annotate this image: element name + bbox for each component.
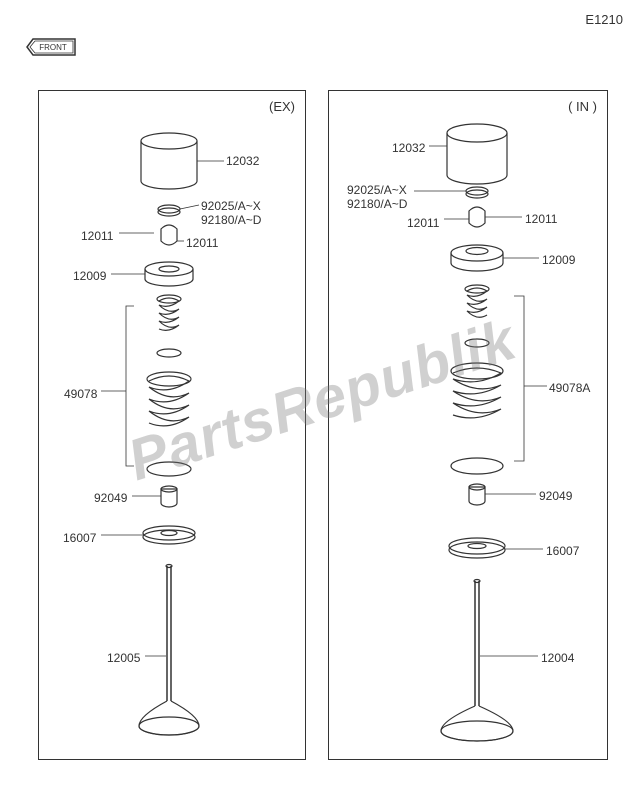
diagram-ex <box>39 91 307 761</box>
front-badge: FRONT <box>25 35 80 63</box>
panel-in: ( IN ) <box>328 90 608 760</box>
label-in-16007: 16007 <box>546 544 579 558</box>
panel-ex: (EX) <box>38 90 306 760</box>
label-ex-12011b: 12011 <box>186 236 218 250</box>
label-ex-92025: 92025/A~X <box>201 199 261 213</box>
label-ex-92180: 92180/A~D <box>201 213 261 227</box>
label-ex-12009: 12009 <box>73 269 106 283</box>
label-in-12004: 12004 <box>541 651 574 665</box>
label-ex-12005: 12005 <box>107 651 140 665</box>
label-in-92049: 92049 <box>539 489 572 503</box>
label-in-49078A: 49078A <box>549 381 590 395</box>
label-ex-12011a: 12011 <box>81 229 113 243</box>
front-label-text: FRONT <box>39 43 67 52</box>
label-in-12011a: 12011 <box>407 216 439 230</box>
page-code: E1210 <box>585 12 623 27</box>
label-in-12009: 12009 <box>542 253 575 267</box>
label-ex-16007: 16007 <box>63 531 96 545</box>
label-ex-92049: 92049 <box>94 491 127 505</box>
label-ex-49078: 49078 <box>64 387 97 401</box>
label-ex-12032: 12032 <box>226 154 259 168</box>
label-in-92025: 92025/A~X <box>347 183 407 197</box>
label-in-12032: 12032 <box>392 141 425 155</box>
label-in-92180: 92180/A~D <box>347 197 407 211</box>
label-in-12011b: 12011 <box>525 212 557 226</box>
